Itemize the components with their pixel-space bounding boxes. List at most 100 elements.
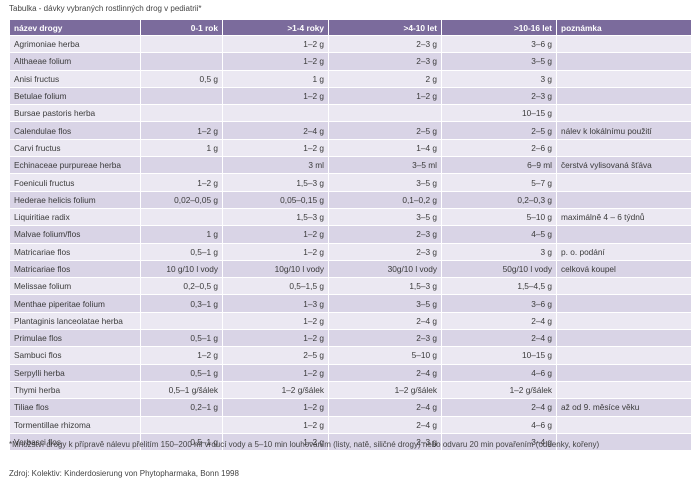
cell-dose-10-16: 2–4 g xyxy=(441,398,557,417)
cell-note xyxy=(556,173,692,192)
cell-note xyxy=(556,86,692,106)
cell-dose-4-10: 3–5 g xyxy=(328,207,442,227)
cell-note xyxy=(556,380,692,400)
cell-note: nálev k lokálnímu použití xyxy=(556,121,692,140)
cell-note xyxy=(556,363,692,382)
cell-dose-4-10: 2–3 g xyxy=(328,52,442,71)
column-header-10-16: >10-16 let xyxy=(441,19,557,36)
cell-dose-1-4: 3 ml xyxy=(222,156,329,175)
table-caption: Tabulka - dávky vybraných rostlinných dr… xyxy=(9,4,202,13)
cell-dose-1-4: 2–5 g xyxy=(222,346,329,365)
cell-dose-1-4: 1–2 g xyxy=(222,242,329,261)
source-note: Zdroj: Kolektiv: Kinderdosierung von Phy… xyxy=(9,469,239,478)
cell-dose-10-16: 10–15 g xyxy=(441,104,557,123)
table-row: Tormentillae rhizoma 1–2 g 2–4 g 4–6 g xyxy=(9,415,692,434)
cell-dose-4-10: 30g/10 l vody xyxy=(328,259,442,279)
table-row: Tiliae flos 0,2–1 g 1–2 g 2–4 g 2–4 g až od 9… xyxy=(9,398,692,417)
cell-dose-0-1: 1–2 g xyxy=(140,121,223,140)
column-header-1-4: >1-4 roky xyxy=(222,19,329,36)
cell-dose-1-4: 1–2 g xyxy=(222,415,329,434)
cell-drug-name: Foeniculi fructus xyxy=(9,173,141,192)
cell-drug-name: Verbasci flos xyxy=(9,432,141,452)
cell-dose-0-1: 1–2 g xyxy=(140,173,223,192)
cell-drug-name: Agrimoniae herba xyxy=(9,34,141,54)
cell-drug-name: Tormentillae rhizoma xyxy=(9,415,141,434)
cell-dose-4-10: 2–4 g xyxy=(328,311,442,331)
cell-dose-10-16: 0,2–0,3 g xyxy=(441,190,557,209)
cell-drug-name: Betulae folium xyxy=(9,86,141,106)
cell-dose-1-4 xyxy=(222,104,329,123)
cell-dose-10-16: 3–6 g xyxy=(441,34,557,54)
cell-drug-name: Althaeae folium xyxy=(9,52,141,71)
cell-dose-1-4: 1–2 g xyxy=(222,432,329,452)
cell-dose-0-1: 0,5–1 g xyxy=(140,363,223,382)
table-header-row: název drogy 0-1 rok >1-4 roky >4-10 let … xyxy=(9,19,692,36)
table-row: Agrimoniae herba 1–2 g 2–3 g 3–6 g xyxy=(9,34,692,54)
cell-dose-0-1 xyxy=(140,156,223,175)
table-row: Althaeae folium 1–2 g 2–3 g 3–5 g xyxy=(9,52,692,71)
cell-dose-0-1: 0,2–1 g xyxy=(140,398,223,417)
cell-dose-1-4: 1–2 g xyxy=(222,138,329,158)
cell-note xyxy=(556,34,692,54)
table-row: Thymi herba 0,5–1 g/šálek 1–2 g/šálek 1–2 g… xyxy=(9,380,692,400)
cell-drug-name: Plantaginis lanceolatae herba xyxy=(9,311,141,331)
cell-dose-0-1: 0,3–1 g xyxy=(140,294,223,313)
cell-note: čerstvá vylisovaná šťáva xyxy=(556,156,692,175)
cell-dose-10-16: 1–2 g/šálek xyxy=(441,380,557,400)
cell-dose-4-10: 5–10 g xyxy=(328,346,442,365)
cell-dose-1-4: 1–2 g xyxy=(222,398,329,417)
cell-dose-0-1: 10 g/10 l vody xyxy=(140,259,223,279)
table-row: Matricariae flos 10 g/10 l vody 10g/10 l v… xyxy=(9,259,692,279)
cell-drug-name: Thymi herba xyxy=(9,380,141,400)
cell-dose-4-10: 0,1–0,2 g xyxy=(328,190,442,209)
cell-note: až od 9. měsíce věku xyxy=(556,398,692,417)
cell-dose-1-4: 1–2 g xyxy=(222,34,329,54)
table-row: Menthae piperitae folium 0,3–1 g 1–3 g 3–5 … xyxy=(9,294,692,313)
cell-dose-0-1: 0,5–1 g/šálek xyxy=(140,380,223,400)
cell-note xyxy=(556,311,692,331)
column-header-4-10: >4-10 let xyxy=(328,19,442,36)
cell-dose-1-4: 1,5–3 g xyxy=(222,207,329,227)
table-row: Sambuci flos 1–2 g 2–5 g 5–10 g 10–15 g xyxy=(9,346,692,365)
cell-dose-10-16: 4–5 g xyxy=(441,225,557,244)
cell-drug-name: Hederae helicis folium xyxy=(9,190,141,209)
cell-drug-name: Carvi fructus xyxy=(9,138,141,158)
cell-dose-1-4: 1–2 g xyxy=(222,363,329,382)
cell-drug-name: Liquiritiae radix xyxy=(9,207,141,227)
cell-dose-10-16: 4–6 g xyxy=(441,363,557,382)
cell-dose-0-1 xyxy=(140,52,223,71)
cell-dose-0-1: 0,2–0,5 g xyxy=(140,277,223,296)
cell-dose-4-10: 2–3 g xyxy=(328,329,442,348)
cell-dose-4-10: 1–2 g xyxy=(328,86,442,106)
table-row: Calendulae flos 1–2 g 2–4 g 2–5 g 2–5 g nálev… xyxy=(9,121,692,140)
cell-drug-name: Tiliae flos xyxy=(9,398,141,417)
cell-dose-1-4: 1–2 g xyxy=(222,225,329,244)
table-row: Carvi fructus 1 g 1–2 g 1–4 g 2–6 g xyxy=(9,138,692,158)
cell-dose-10-16: 5–7 g xyxy=(441,173,557,192)
cell-note xyxy=(556,69,692,88)
cell-note xyxy=(556,52,692,71)
dosage-table: název drogy 0-1 rok >1-4 roky >4-10 let … xyxy=(9,19,692,452)
cell-drug-name: Malvae folium/flos xyxy=(9,225,141,244)
cell-dose-0-1 xyxy=(140,34,223,54)
column-header-note: poznámka xyxy=(556,19,692,36)
cell-dose-0-1: 1 g xyxy=(140,138,223,158)
cell-dose-1-4: 1,5–3 g xyxy=(222,173,329,192)
cell-dose-10-16: 2–3 g xyxy=(441,86,557,106)
cell-dose-1-4: 1–3 g xyxy=(222,294,329,313)
cell-drug-name: Melissae folium xyxy=(9,277,141,296)
cell-dose-1-4: 10g/10 l vody xyxy=(222,259,329,279)
cell-note xyxy=(556,225,692,244)
cell-note xyxy=(556,138,692,158)
cell-dose-0-1 xyxy=(140,86,223,106)
cell-note: p. o. podání xyxy=(556,242,692,261)
table-row: Echinaceae purpureae herba 3 ml 3–5 ml 6–9 … xyxy=(9,156,692,175)
cell-note xyxy=(556,415,692,434)
cell-dose-10-16: 2–5 g xyxy=(441,121,557,140)
cell-drug-name: Echinaceae purpureae herba xyxy=(9,156,141,175)
cell-drug-name: Serpylli herba xyxy=(9,363,141,382)
cell-dose-4-10: 1–4 g xyxy=(328,138,442,158)
